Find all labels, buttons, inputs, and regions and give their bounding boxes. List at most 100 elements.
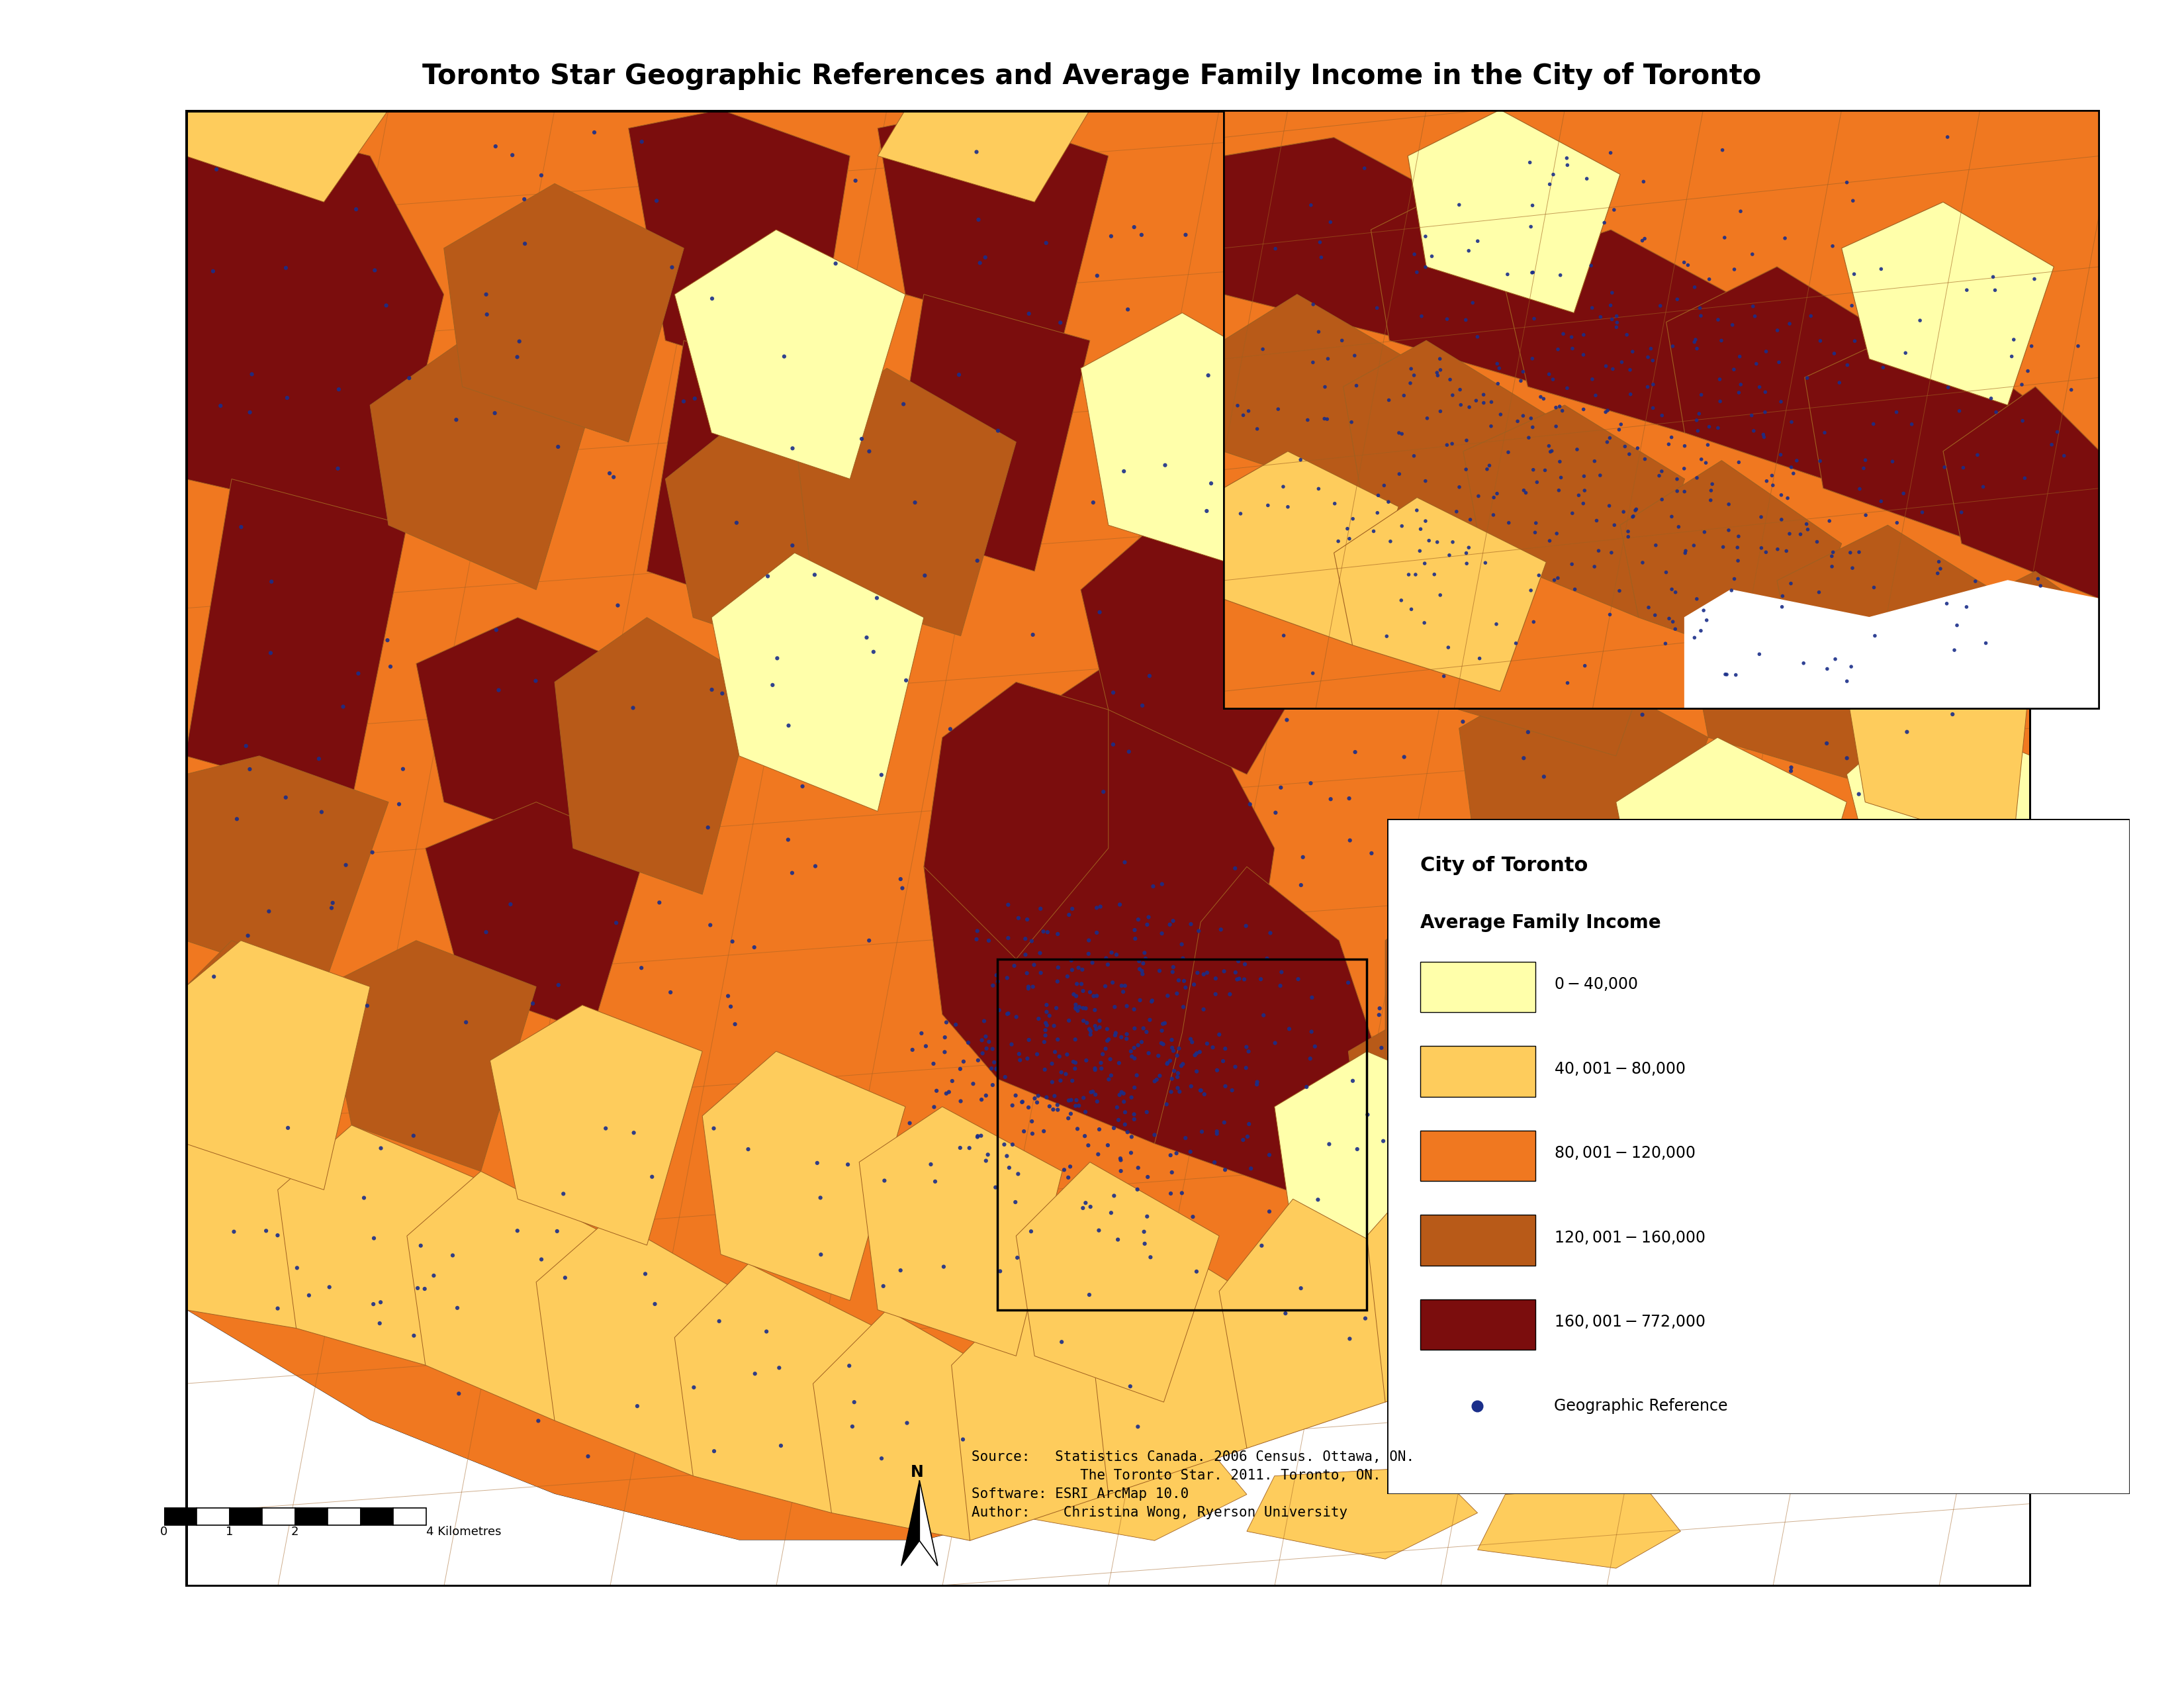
Point — [1649, 559, 1684, 586]
Point — [1765, 594, 1800, 621]
Bar — [295, 1509, 328, 1524]
Point — [1649, 630, 1684, 657]
Point — [1867, 647, 1902, 674]
Point — [1854, 841, 1889, 868]
Point — [1230, 1033, 1265, 1060]
Point — [987, 1063, 1022, 1090]
Point — [341, 660, 376, 687]
Point — [978, 1173, 1013, 1200]
Point — [1066, 1008, 1101, 1035]
Point — [1068, 994, 1103, 1021]
Text: $0 - $40,000: $0 - $40,000 — [1555, 976, 1638, 993]
Point — [1201, 1021, 1236, 1048]
Point — [1219, 854, 1254, 881]
Point — [1599, 302, 1634, 329]
Point — [500, 1217, 535, 1244]
Point — [1094, 969, 1129, 996]
Point — [1802, 579, 1837, 606]
Point — [470, 918, 505, 945]
Point — [1664, 933, 1699, 960]
Point — [1332, 1325, 1367, 1352]
Point — [1730, 219, 1765, 246]
Point — [1439, 498, 1474, 525]
Point — [470, 300, 505, 327]
Point — [1679, 586, 1714, 613]
Point — [1813, 508, 1848, 535]
Point — [981, 417, 1016, 444]
Point — [1195, 469, 1230, 496]
Point — [260, 1222, 295, 1249]
Point — [1653, 424, 1688, 451]
Point — [1221, 966, 1256, 993]
Point — [301, 746, 336, 773]
Point — [625, 954, 660, 981]
Point — [1631, 594, 1666, 621]
Point — [2018, 265, 2053, 292]
Point — [1219, 966, 1254, 993]
Point — [987, 1131, 1022, 1158]
Point — [1029, 1084, 1064, 1111]
Point — [1627, 225, 1662, 252]
Point — [705, 680, 740, 707]
Point — [496, 142, 531, 169]
Point — [1184, 1077, 1219, 1104]
Point — [1542, 447, 1577, 474]
Point — [989, 964, 1024, 991]
Point — [1476, 501, 1511, 528]
Point — [961, 1124, 996, 1151]
Polygon shape — [675, 1264, 878, 1512]
Polygon shape — [1841, 203, 2053, 405]
Point — [1232, 790, 1267, 817]
Point — [1603, 410, 1638, 437]
Point — [893, 1109, 928, 1136]
Point — [1195, 1035, 1230, 1062]
Point — [1385, 587, 1420, 614]
Point — [1771, 484, 1806, 511]
Point — [1607, 182, 1642, 209]
Point — [1164, 930, 1199, 957]
Point — [1505, 402, 1540, 429]
Point — [1557, 576, 1592, 603]
Point — [1066, 977, 1101, 1004]
Point — [1103, 1146, 1138, 1173]
Point — [1186, 996, 1221, 1023]
Point — [1127, 1014, 1162, 1041]
Point — [1856, 410, 1891, 437]
Point — [1817, 645, 1852, 672]
Point — [1258, 1030, 1293, 1057]
Point — [1173, 1074, 1208, 1101]
Point — [1011, 1026, 1046, 1053]
Point — [1653, 576, 1688, 603]
Point — [1627, 169, 1662, 196]
Point — [1968, 630, 2003, 657]
Point — [1743, 535, 1778, 562]
Point — [1072, 1281, 1107, 1308]
Point — [1109, 1025, 1144, 1052]
Polygon shape — [1944, 571, 2101, 709]
Point — [1588, 353, 1623, 380]
Point — [1601, 417, 1636, 444]
Point — [1120, 1031, 1155, 1058]
Point — [946, 1048, 981, 1075]
Point — [1516, 306, 1551, 333]
Point — [1385, 420, 1420, 447]
Point — [771, 825, 806, 852]
Point — [1404, 302, 1439, 329]
Point — [1431, 432, 1465, 459]
Text: $40,001 - $80,000: $40,001 - $80,000 — [1555, 1060, 1686, 1077]
Polygon shape — [1223, 294, 1409, 498]
Point — [1166, 994, 1201, 1021]
Point — [1841, 780, 1876, 807]
Point — [1559, 436, 1594, 463]
Polygon shape — [1848, 414, 2031, 663]
Point — [1354, 839, 1389, 866]
Point — [1151, 1050, 1186, 1077]
Point — [1441, 191, 1476, 218]
Point — [1166, 1050, 1201, 1077]
Point — [1186, 960, 1221, 987]
Polygon shape — [186, 110, 443, 525]
Point — [1660, 609, 1695, 636]
Point — [1321, 528, 1356, 555]
Point — [1511, 424, 1546, 451]
Bar — [360, 1509, 393, 1524]
